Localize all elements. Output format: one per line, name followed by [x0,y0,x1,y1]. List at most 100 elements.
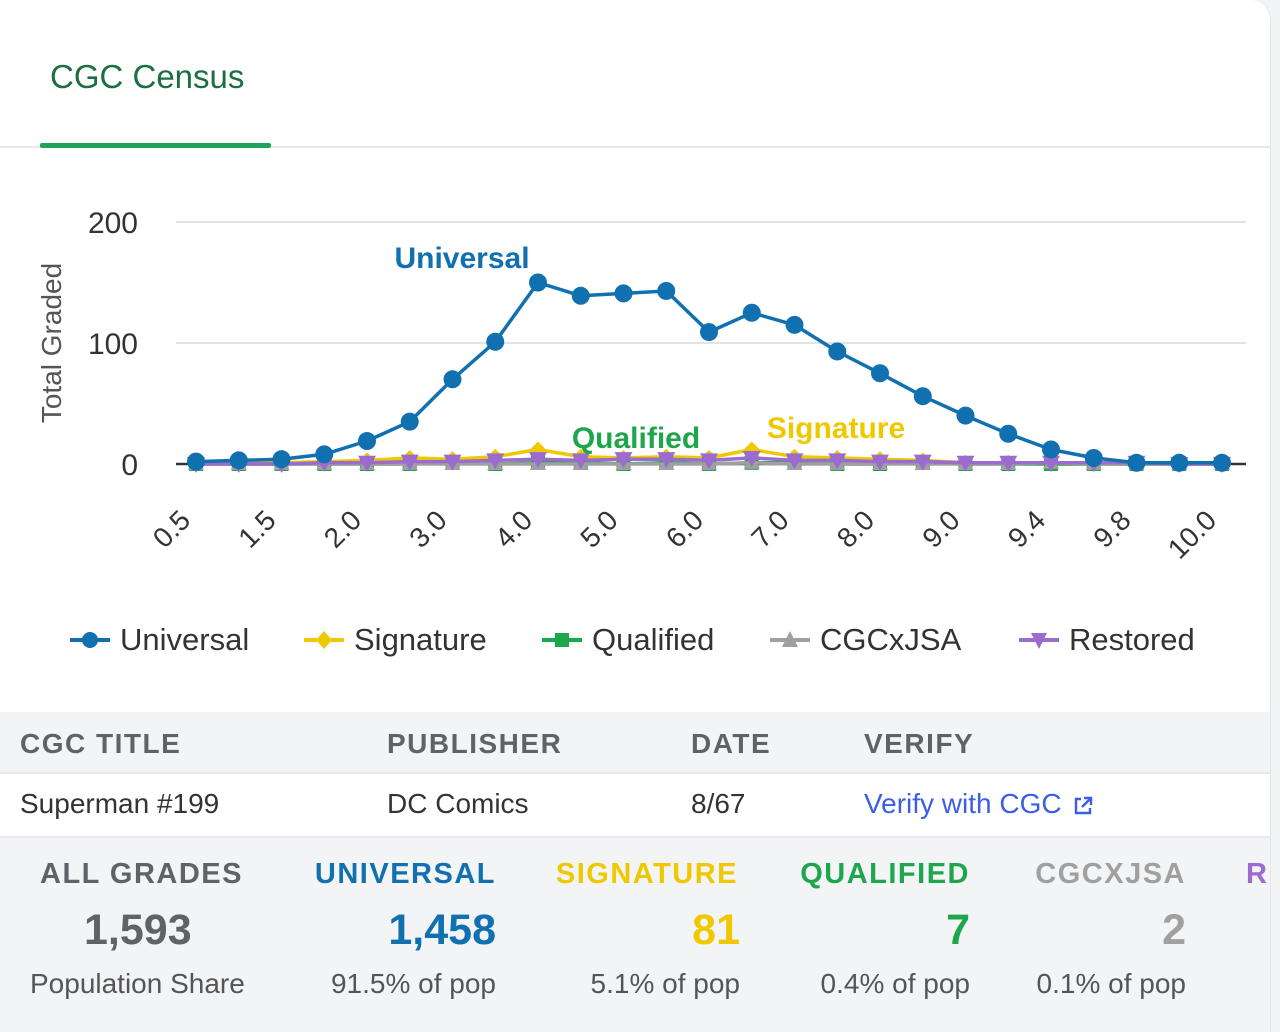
data-point-universal [1127,453,1146,472]
stat-value: 1,593 [84,906,192,954]
legend-label: Restored [1069,622,1195,657]
data-point-restored [657,452,676,469]
stat-subtext: 0.1% of pop [1036,968,1186,999]
series-line-universal [195,280,1222,465]
tab-bar: CGC Census [0,0,1270,148]
x-tick-label: 5.0 [574,504,623,553]
x-tick-label: 4.0 [489,504,538,553]
data-point-universal [272,450,291,469]
stat-value: 1,458 [388,906,496,954]
x-tick-label: 0.5 [147,504,196,553]
data-point-universal [913,387,932,406]
stat-subtext: 91.5% of pop [330,968,496,999]
y-tick-label: 0 [121,449,138,482]
data-point-universal [1042,440,1060,459]
legend-item-universal[interactable]: Universal [68,610,249,670]
y-tick-label: 100 [88,328,138,361]
data-point-restored [913,454,932,471]
stat-signature: SIGNATURE 81 5.1% of pop [540,838,750,1032]
data-point-universal [571,286,590,305]
data-point-restored [443,454,462,471]
stat-label: SIGNATURE [555,858,738,890]
x-tick-label: 7.0 [745,504,794,553]
stat-subtext: Population Share [30,968,245,999]
tab-label: CGC Census [50,58,245,95]
data-point-restored [400,454,419,471]
legend-label: Qualified [592,622,715,657]
data-point-restored [358,455,376,472]
data-point-universal [742,303,761,322]
legend-label: CGCxJSA [820,622,962,657]
verify-link-text: Verify with CGC [864,788,1062,819]
x-tick-label: 9.8 [1087,504,1136,553]
legend-label: Signature [354,622,487,657]
data-point-restored [785,453,804,470]
table-row: Superman #199 DC Comics 8/67 Verify with… [0,774,1270,838]
legend-item-signature[interactable]: Signature [302,610,487,670]
data-point-universal [187,452,205,471]
data-point-universal [956,406,975,425]
verify-with-cgc-link[interactable]: Verify with CGC [864,788,1094,820]
data-point-restored [571,453,590,470]
data-point-universal [614,284,633,303]
legend-label: Universal [120,622,250,657]
y-axis-title: Total Graded [36,263,67,423]
data-point-universal [1170,453,1189,472]
triangle-down-marker-icon [1019,633,1059,649]
cell-title: Superman #199 [20,788,220,819]
x-tick-label: 9.0 [916,504,965,553]
cell-date: 8/67 [691,788,746,819]
data-point-universal [828,342,847,361]
data-point-universal [1213,453,1231,472]
data-point-restored [871,454,889,471]
triangle-up-marker-icon [770,631,810,647]
column-header-publisher: PUBLISHER [387,728,563,759]
x-tick-label: 3.0 [403,504,452,553]
stat-all-grades: ALL GRADES 1,593 Population Share [0,838,280,1032]
diamond-marker-icon [304,631,344,649]
circle-marker-icon [70,632,110,648]
stat-label: QUALIFIED [800,858,970,890]
data-point-universal [871,364,889,383]
stat-universal: UNIVERSAL 1,458 91.5% of pop [300,838,510,1032]
legend-item-restored[interactable]: Restored [1017,610,1195,670]
stat-label: CGCXJSA [1035,858,1186,890]
legend-item-cgcxjsa[interactable]: CGCxJSA [768,610,961,670]
external-link-icon [1074,796,1092,814]
data-point-restored [529,452,547,469]
data-point-restored [999,455,1018,472]
stat-value: 81 [692,906,740,954]
data-point-restored [1042,455,1060,472]
data-point-universal [229,451,248,470]
data-point-universal [315,445,334,464]
active-tab-indicator [40,143,271,148]
table-header: CGC TITLE PUBLISHER DATE VERIFY [0,712,1270,774]
data-point-universal [400,412,419,431]
census-line-chart: 0 100 200 Total Graded 0.5 1.5 2.0 3.0 4.0 5.0 6.0… [36,207,1246,565]
x-tick-label: 10.0 [1162,504,1222,564]
stat-restored: RE [1246,838,1270,1032]
data-point-universal [486,332,505,351]
cell-publisher: DC Comics [387,788,529,819]
data-point-restored [486,453,505,470]
legend-item-qualified[interactable]: Qualified [540,610,714,670]
stat-qualified: QUALIFIED 7 0.4% of pop [780,838,980,1032]
data-point-restored [742,450,761,467]
series-annotation-universal: Universal [394,242,529,275]
x-tick-label: 6.0 [660,504,709,553]
column-header-verify: VERIFY [864,728,975,759]
data-point-restored [956,455,975,472]
stat-cgcxjsa: CGCXJSA 2 0.1% of pop [1010,838,1190,1032]
data-point-universal [443,370,462,389]
square-marker-icon [542,633,582,647]
data-point-universal [529,273,547,292]
data-point-universal [785,315,804,334]
x-tick-label: 8.0 [831,504,880,553]
stat-label: RE [1246,858,1270,890]
stat-label: UNIVERSAL [314,858,496,890]
stat-subtext: 5.1% of pop [590,968,740,999]
data-point-restored [614,452,633,469]
tab-cgc-census[interactable]: CGC Census [40,0,271,148]
stat-value: 2 [1162,906,1186,954]
